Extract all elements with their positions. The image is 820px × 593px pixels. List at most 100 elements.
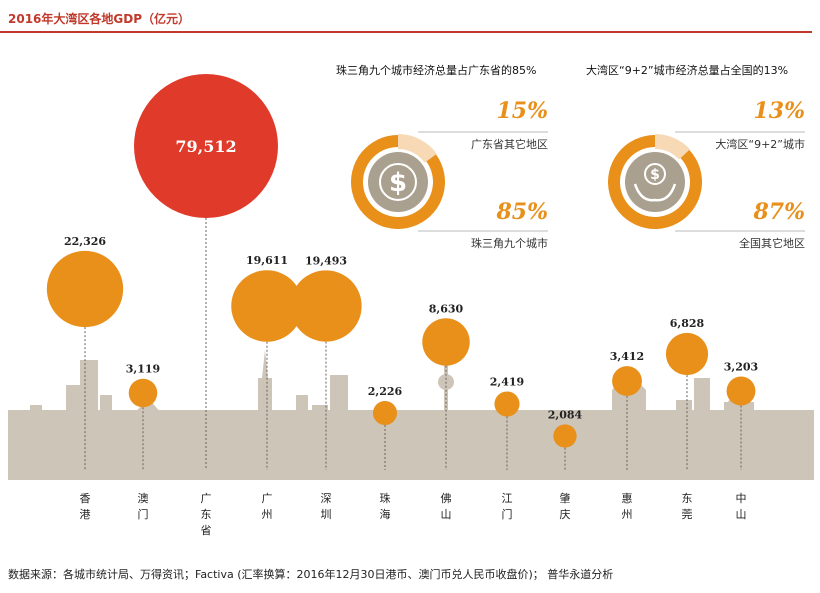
building-13: [246, 420, 256, 480]
building-29: [650, 418, 674, 480]
city-label-2-1: 东: [201, 508, 212, 521]
donut-small-slice-0: [398, 134, 437, 163]
value-label-1: 3,119: [126, 363, 160, 376]
building-25: [530, 440, 540, 480]
hands-dollar-icon: $: [633, 163, 677, 202]
building-16: [296, 395, 308, 480]
source-note: 数据来源：各城市统计局、万得资讯；Factiva (汇率换算：2016年12月3…: [8, 568, 614, 581]
bubble-1: [128, 378, 158, 408]
bubble-2: [134, 74, 278, 218]
svg-text:$: $: [650, 167, 660, 183]
building-6: [118, 432, 178, 480]
donut-big-pct-0: 85%: [495, 199, 548, 225]
building-27: [596, 446, 612, 480]
building-4: [80, 360, 98, 480]
building-20: [364, 420, 400, 480]
building-3: [66, 385, 80, 480]
donut-title-1: 大湾区“9+2”城市经济总量占全国的13%: [586, 63, 788, 77]
city-label-11-1: 山: [736, 508, 747, 521]
svg-text:$: $: [389, 168, 407, 198]
value-label-11: 3,203: [724, 361, 758, 374]
donut-small-label-1: 大湾区“9+2”城市: [715, 137, 805, 151]
tower-base: [432, 410, 460, 470]
city-label-4-0: 深: [321, 492, 332, 505]
city-label-3-0: 广: [262, 492, 273, 505]
building-15: [276, 412, 294, 480]
city-label-3-1: 州: [262, 508, 273, 521]
value-label-8: 2,084: [548, 408, 583, 421]
building-31: [694, 378, 710, 480]
bubble-6: [422, 318, 470, 366]
skyline: [8, 350, 814, 480]
value-label-2: 79,512: [175, 137, 236, 156]
donut-group-0: 珠三角九个城市经济总量占广东省的85% $15% 广东省其它地区 85% 珠三角九个城市: [336, 63, 548, 250]
building-2: [52, 410, 60, 480]
city-label-5-1: 海: [380, 507, 391, 521]
donut-center-0: [368, 152, 428, 212]
value-label-3: 19,611: [246, 254, 288, 267]
city-label-2-0: 广: [201, 492, 212, 505]
building-18: [330, 375, 348, 480]
building-34: [756, 420, 776, 480]
donut-small-pct-1: 13%: [753, 98, 805, 124]
city-label-9-1: 州: [622, 508, 633, 521]
donut-big-label-1: 全国其它地区: [739, 236, 805, 250]
city-label-8-1: 庆: [560, 507, 571, 521]
city-label-4-1: 圳: [321, 508, 332, 521]
building-23: [460, 430, 490, 480]
building-24: [494, 412, 528, 480]
value-label-0: 22,326: [64, 235, 106, 248]
bubble-8: [553, 424, 577, 448]
building-33: [724, 402, 754, 480]
city-label-9-0: 惠: [622, 491, 633, 505]
bubble-0: [46, 250, 124, 328]
bubble-9: [612, 366, 642, 396]
building-36: [798, 422, 814, 480]
building-28: [612, 390, 646, 480]
building-30: [676, 400, 692, 480]
donut-small-pct-0: 15%: [496, 98, 548, 124]
city-label-7-1: 门: [502, 507, 513, 521]
city-label-0-1: 港: [80, 508, 91, 521]
building-21: [404, 430, 420, 480]
ruins-of-st-paul: [118, 398, 178, 432]
bubble-11: [726, 376, 756, 406]
donut-group-1: 大湾区“9+2”城市经济总量占全国的13% $13% 大湾区“9+2”城市 87% 全国…: [586, 63, 805, 250]
value-label-10: 6,828: [670, 317, 705, 330]
building-1: [30, 405, 42, 480]
value-label-7: 2,419: [490, 375, 524, 388]
city-label-6-0: 佛: [441, 492, 452, 505]
building-0: [8, 420, 20, 480]
building-14: [258, 378, 272, 480]
value-label-6: 8,630: [429, 302, 464, 315]
building-11: [216, 425, 230, 480]
bubble-10: [665, 332, 709, 376]
city-label-6-1: 山: [441, 508, 452, 521]
value-label-9: 3,412: [610, 350, 644, 363]
city-label-0-0: 香: [80, 492, 91, 505]
building-35: [778, 410, 796, 480]
gdp-bubble-chart: 22,326香港3,119澳门79,512广东省19,611广州19,493深圳…: [8, 63, 814, 537]
bubble-3: [231, 270, 303, 342]
building-17: [312, 405, 328, 480]
bubble-4: [290, 270, 362, 342]
value-label-4: 19,493: [305, 254, 347, 267]
building-12: [232, 440, 242, 480]
city-label-2-2: 省: [201, 524, 212, 537]
bubble-5: [372, 400, 398, 426]
donut-big-pct-1: 87%: [752, 199, 805, 225]
donut-title-0: 珠三角九个城市经济总量占广东省的85%: [336, 63, 536, 77]
value-label-5: 2,226: [368, 385, 403, 398]
city-label-10-1: 莞: [682, 508, 693, 521]
city-label-10-0: 东: [682, 492, 693, 505]
city-label-1-0: 澳: [138, 492, 149, 505]
building-5: [100, 395, 112, 480]
city-label-11-0: 中: [736, 492, 747, 505]
city-label-5-0: 珠: [380, 491, 391, 505]
building-9: [180, 412, 188, 480]
building-19: [350, 440, 362, 480]
donut-center-1: [625, 152, 685, 212]
city-label-8-0: 肇: [560, 491, 571, 505]
title-rule: [0, 31, 812, 33]
building-32: [712, 428, 724, 480]
